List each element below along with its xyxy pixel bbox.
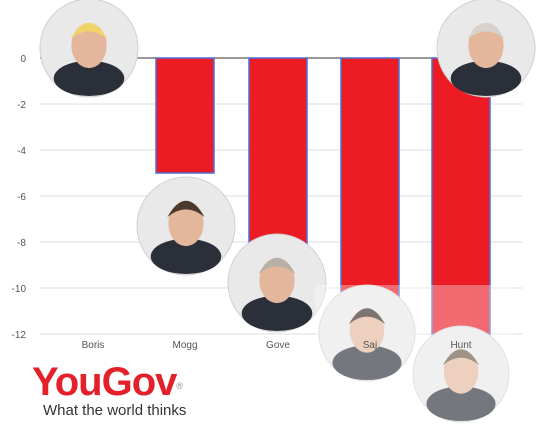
y-tick-label: -12 bbox=[12, 330, 27, 341]
y-tick-label: -6 bbox=[17, 192, 26, 203]
yougov-logo: YouGov® bbox=[32, 360, 183, 404]
bar-mogg bbox=[155, 57, 215, 174]
bar-saj bbox=[340, 57, 400, 312]
x-tick-label: Saj bbox=[363, 340, 377, 351]
mogg-portrait bbox=[136, 176, 236, 276]
hunt-portrait bbox=[412, 325, 510, 423]
yougov-tagline: What the world thinks bbox=[43, 402, 187, 419]
y-tick-label: 0 bbox=[20, 54, 26, 65]
boris-portrait bbox=[39, 0, 139, 98]
x-tick-label: Hunt bbox=[450, 340, 471, 351]
y-tick-label: -2 bbox=[17, 100, 26, 111]
corbyn-portrait bbox=[436, 0, 536, 98]
x-tick-label: Mogg bbox=[172, 340, 197, 351]
x-tick-label: Boris bbox=[82, 340, 105, 351]
y-tick-label: -10 bbox=[12, 284, 27, 295]
saj-portrait bbox=[318, 284, 416, 382]
y-tick-label: -4 bbox=[17, 146, 26, 157]
y-tick-label: -8 bbox=[17, 238, 26, 249]
portrait-fade bbox=[315, 285, 515, 425]
x-tick-label: Gove bbox=[266, 340, 290, 351]
bar-gove bbox=[248, 57, 308, 266]
gove-portrait bbox=[227, 233, 327, 333]
